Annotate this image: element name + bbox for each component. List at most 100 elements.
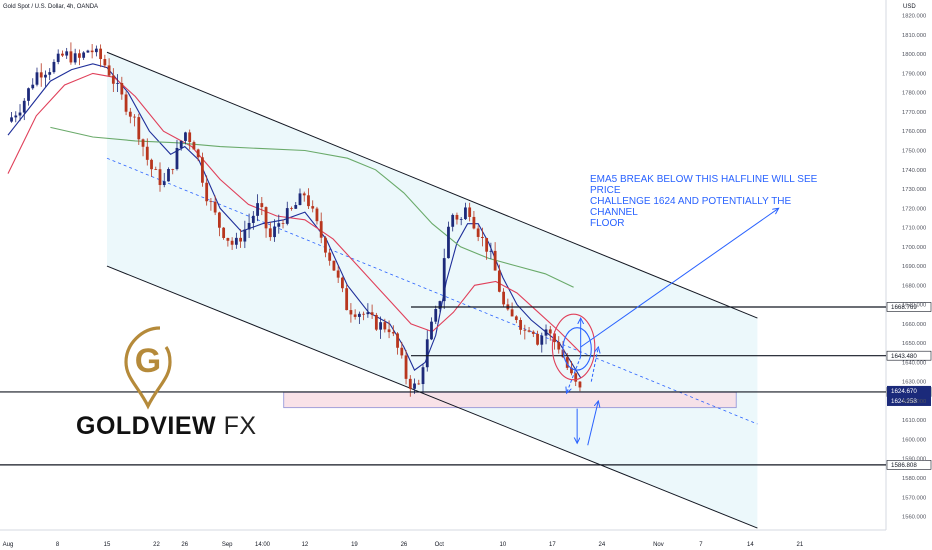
- candle-body: [391, 332, 395, 334]
- channel-lower-line: [106, 265, 758, 529]
- x-tick-label: 24: [599, 542, 606, 548]
- y-tick-label: 1730.000: [902, 187, 926, 193]
- level-price-tag: [886, 460, 932, 470]
- y-tick-label: 1800.000: [902, 52, 926, 58]
- candle-body: [336, 270, 340, 278]
- candle-body: [273, 226, 276, 238]
- level-price-label: 1643.480: [891, 353, 917, 360]
- annotation-line: CHALLENGE 1624 AND POTENTIALLY THE CHANN…: [590, 196, 792, 218]
- candle-body: [73, 53, 77, 63]
- candle-body: [184, 132, 187, 141]
- candle-body: [86, 50, 90, 53]
- candle-body: [209, 201, 213, 203]
- y-tick-label: 1610.000: [902, 418, 926, 424]
- candle-body: [61, 53, 64, 56]
- brand-name: GOLDVIEW: [76, 412, 224, 440]
- candle-body: [447, 226, 450, 259]
- y-tick-label: 1680.000: [902, 283, 926, 289]
- candle-body: [234, 237, 238, 245]
- candle-body: [413, 383, 416, 389]
- candle-body: [383, 322, 387, 330]
- candle-body: [31, 84, 35, 89]
- candle-body: [514, 316, 518, 320]
- candle-body: [370, 312, 374, 315]
- candle-body: [35, 72, 39, 85]
- candle-body: [307, 195, 310, 207]
- y-tick-label: 1560.000: [902, 515, 926, 521]
- candle-body: [557, 342, 561, 350]
- candle-body: [442, 258, 446, 302]
- candle-body: [294, 205, 298, 209]
- candle-body: [141, 139, 145, 147]
- candle-body: [472, 216, 476, 229]
- x-tick-label: Sep: [222, 542, 233, 548]
- y-tick-label: 1760.000: [902, 129, 926, 135]
- x-tick-label: 15: [104, 542, 111, 548]
- candle-body: [459, 219, 463, 220]
- candle-body: [332, 260, 336, 271]
- candle-body: [421, 367, 425, 385]
- y-tick-label: 1820.000: [902, 14, 926, 20]
- level-price-label: 1586.808: [891, 462, 917, 469]
- candle-body: [362, 313, 366, 315]
- candle-body: [315, 208, 319, 222]
- level-price-label: 1668.769: [891, 304, 917, 311]
- y-tick-label: 1580.000: [902, 476, 926, 482]
- candle-body: [27, 88, 30, 101]
- channel-upper-line: [106, 51, 758, 319]
- candle-body: [99, 48, 103, 60]
- candle-body: [341, 277, 344, 289]
- x-tick-label: 8: [56, 542, 60, 548]
- candle-body: [408, 378, 412, 389]
- candle-body: [417, 383, 421, 385]
- candle-body: [319, 221, 323, 238]
- candle-body: [230, 240, 234, 245]
- x-tick-label: Oct: [435, 542, 445, 548]
- candle-body: [56, 53, 60, 62]
- brand-logo-mark: G: [124, 326, 172, 410]
- y-tick-label: 1630.000: [902, 380, 926, 386]
- candle-body: [251, 215, 255, 223]
- logo-letter: G: [135, 342, 161, 380]
- candle-body: [18, 112, 22, 116]
- y-tick-label: 1770.000: [902, 110, 926, 116]
- candle-body: [328, 252, 332, 261]
- y-tick-label: 1690.000: [902, 264, 926, 270]
- candle-body: [44, 74, 47, 78]
- candle-body: [553, 333, 556, 343]
- candle-body: [205, 182, 209, 202]
- candle-body: [548, 329, 552, 334]
- candle-body: [285, 208, 289, 224]
- x-tick-label: 17: [549, 542, 556, 548]
- y-tick-label: 1750.000: [902, 148, 926, 154]
- candle-body: [65, 51, 69, 56]
- candle-body: [107, 65, 111, 76]
- y-tick-label: 1670.000: [902, 303, 926, 309]
- candle-body: [226, 237, 230, 241]
- candle-body: [493, 250, 497, 271]
- candle-body: [48, 72, 52, 75]
- candle-body: [425, 339, 429, 368]
- candle-body: [243, 229, 247, 242]
- candle-body: [464, 207, 467, 220]
- candle-body: [400, 347, 404, 356]
- analysis-annotation: EMA5 BREAK BELOW THIS HALFLINE WILL SEE …: [590, 174, 830, 229]
- candle-body: [145, 146, 149, 160]
- current-price-label: 1624.670: [891, 388, 917, 395]
- x-tick-label: 26: [181, 542, 188, 548]
- candle-body: [430, 321, 433, 340]
- candle-body: [290, 208, 293, 209]
- y-tick-label: 1810.000: [902, 33, 926, 39]
- candle-body: [451, 214, 455, 227]
- highlight-ellipse: [562, 327, 592, 371]
- candle-body: [523, 329, 527, 331]
- candle-body: [357, 313, 361, 317]
- y-tick-label: 1650.000: [902, 341, 926, 347]
- bid-price-label: 1624.258: [891, 398, 917, 405]
- candle-body: [570, 367, 573, 374]
- moving-average-line: [50, 126, 574, 288]
- x-tick-label: 22: [153, 542, 160, 548]
- x-tick-label: 21: [796, 542, 803, 548]
- candle-body: [268, 228, 272, 238]
